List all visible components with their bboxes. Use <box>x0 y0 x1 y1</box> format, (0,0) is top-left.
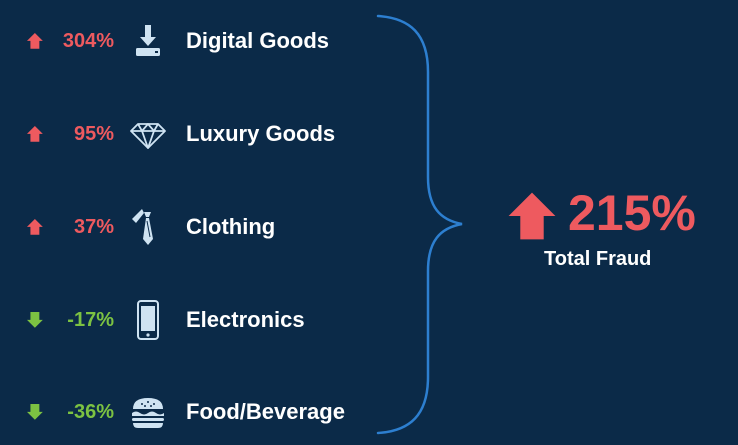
burger-icon <box>132 398 164 428</box>
category-label: Electronics <box>186 307 305 332</box>
arrow-up-icon <box>26 218 43 235</box>
category-row-food-beverage: -36% Food/Beverage <box>0 392 738 432</box>
change-value: -17% <box>67 308 114 331</box>
arrow-up-icon <box>26 125 43 142</box>
category-label: Clothing <box>186 214 276 239</box>
arrow-up-icon <box>26 32 43 49</box>
curly-brace <box>376 14 463 435</box>
category-label: Luxury Goods <box>186 121 336 146</box>
arrow-up-icon <box>508 192 556 240</box>
category-label: Digital Goods <box>186 28 329 53</box>
change-value: -36% <box>67 400 114 423</box>
change-value: 304% <box>62 29 114 52</box>
arrow-down-icon <box>26 311 43 328</box>
category-label: Food/Beverage <box>186 399 345 424</box>
category-row-luxury-goods: 95% Luxury Goods <box>0 114 738 154</box>
change-value: 37% <box>73 215 114 238</box>
diamond-icon <box>130 123 166 149</box>
total-summary: 215% Total Fraud <box>500 184 720 284</box>
arrow-down-icon <box>26 403 43 420</box>
necktie-icon <box>132 209 153 245</box>
change-value: 95% <box>73 122 114 145</box>
category-row-electronics: -17% Electronics <box>0 300 738 340</box>
total-change-value: 215% <box>568 185 696 241</box>
download-tray-icon <box>136 25 160 56</box>
category-row-digital-goods: 304% Digital Goods <box>0 21 738 61</box>
total-label: Total Fraud <box>544 248 652 270</box>
category-row-clothing: 37% Clothing <box>0 207 738 247</box>
smartphone-icon <box>137 300 159 340</box>
